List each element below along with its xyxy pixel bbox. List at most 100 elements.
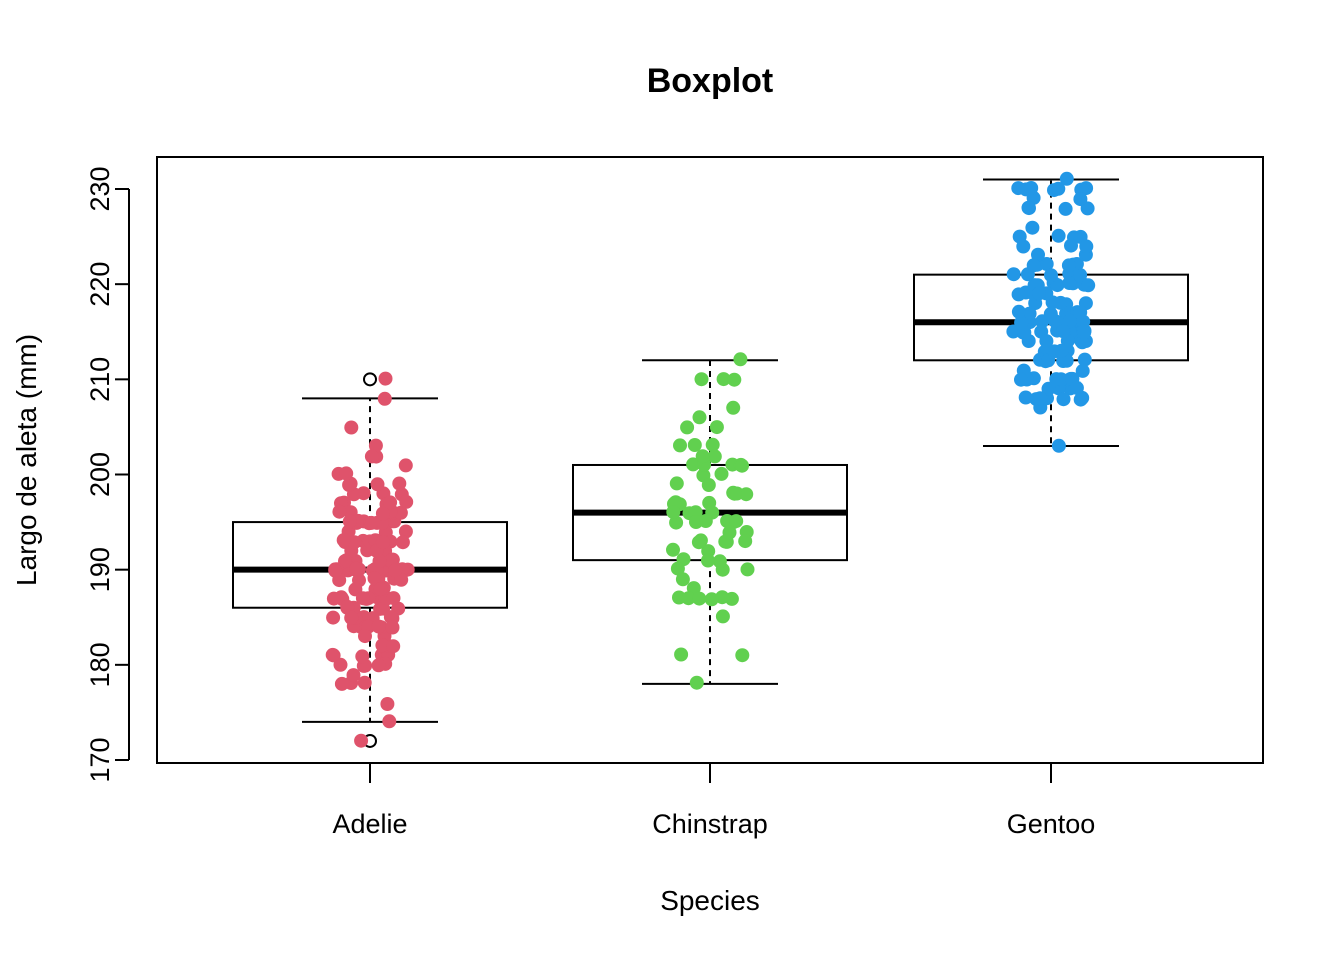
- y-tick-label-190: 190: [85, 547, 115, 592]
- data-point: [716, 372, 731, 387]
- data-point: [1041, 381, 1056, 396]
- x-axis: Adelie Chinstrap Gentoo: [332, 763, 1095, 839]
- y-tick-label-180: 180: [85, 642, 115, 687]
- data-point: [735, 648, 750, 663]
- data-point: [1075, 363, 1090, 378]
- x-tick-label-chinstrap: Chinstrap: [652, 809, 768, 839]
- data-point: [1012, 229, 1027, 244]
- data-point: [1011, 287, 1026, 302]
- data-point: [355, 649, 370, 664]
- data-point: [1073, 192, 1088, 207]
- data-point: [1025, 220, 1040, 235]
- data-point: [354, 733, 369, 748]
- data-point: [336, 533, 351, 548]
- data-point: [380, 697, 395, 711]
- data-point: [1051, 438, 1066, 453]
- data-point: [1033, 391, 1048, 406]
- data-point: [1062, 276, 1077, 290]
- x-tick-label-adelie: Adelie: [332, 809, 407, 839]
- data-point: [686, 457, 701, 472]
- data-point: [689, 515, 703, 529]
- data-point: [1006, 267, 1021, 282]
- y-tick-label-220: 220: [85, 262, 115, 307]
- data-point: [733, 352, 748, 367]
- data-point: [666, 542, 680, 557]
- data-point: [398, 524, 413, 539]
- data-point: [328, 563, 343, 578]
- data-point: [1044, 268, 1058, 283]
- data-point: [727, 372, 742, 387]
- data-point: [386, 639, 401, 654]
- data-point: [373, 582, 388, 596]
- data-point: [1049, 372, 1064, 387]
- data-point: [377, 391, 392, 406]
- data-point: [340, 599, 355, 614]
- data-point: [326, 591, 341, 606]
- data-point: [674, 647, 689, 662]
- y-tick-label-230: 230: [85, 166, 115, 211]
- y-axis: 170 180 190 200 210 220 230: [85, 166, 130, 783]
- data-point: [740, 562, 755, 577]
- data-point: [1014, 315, 1029, 330]
- outlier-point: [363, 372, 377, 387]
- data-point: [332, 504, 347, 519]
- data-point: [1050, 278, 1065, 293]
- x-axis-title: Species: [660, 885, 760, 916]
- points-adelie: [325, 371, 415, 748]
- data-point: [344, 420, 359, 435]
- data-point: [1014, 372, 1028, 387]
- data-point: [1058, 201, 1073, 216]
- data-point: [367, 571, 382, 586]
- data-point: [681, 591, 696, 606]
- data-point: [1039, 334, 1054, 349]
- data-point: [1077, 352, 1092, 367]
- data-point: [701, 553, 715, 568]
- data-point: [1022, 306, 1037, 321]
- data-point: [689, 675, 704, 690]
- data-point: [727, 486, 742, 501]
- data-point: [675, 572, 690, 587]
- data-point: [383, 495, 398, 510]
- data-point: [1043, 306, 1058, 321]
- data-point: [715, 590, 730, 605]
- data-point: [1073, 268, 1088, 282]
- box-adelie: [232, 372, 508, 748]
- data-point: [1026, 258, 1041, 273]
- data-point: [398, 458, 413, 473]
- data-point: [382, 714, 397, 729]
- points-gentoo: [1006, 171, 1096, 453]
- data-point: [712, 554, 727, 569]
- data-point: [673, 438, 687, 453]
- data-point: [692, 410, 707, 425]
- data-point: [1061, 258, 1076, 273]
- data-point: [385, 620, 400, 635]
- data-point: [325, 647, 340, 662]
- data-point: [1054, 343, 1069, 358]
- data-point: [393, 505, 408, 520]
- data-point: [383, 610, 398, 625]
- data-point: [722, 525, 737, 540]
- y-axis-title: Largo de aleta (mm): [11, 334, 42, 586]
- data-point: [702, 495, 717, 510]
- data-point: [378, 371, 393, 386]
- data-point: [1011, 304, 1026, 319]
- data-point: [701, 478, 716, 492]
- data-point: [339, 466, 354, 481]
- data-point: [342, 514, 357, 529]
- data-point: [1032, 286, 1046, 301]
- data-point: [386, 591, 401, 606]
- data-point: [692, 591, 707, 606]
- points-chinstrap: [666, 352, 755, 690]
- data-point: [709, 420, 724, 435]
- chart-title: Boxplot: [647, 62, 774, 100]
- data-point: [1056, 392, 1071, 407]
- data-point: [326, 610, 341, 625]
- y-tick-label-210: 210: [85, 357, 115, 402]
- data-point: [1062, 314, 1077, 329]
- data-point: [355, 591, 370, 606]
- data-point: [364, 515, 379, 530]
- data-point: [669, 476, 684, 491]
- data-point: [388, 563, 403, 578]
- data-point: [368, 438, 383, 453]
